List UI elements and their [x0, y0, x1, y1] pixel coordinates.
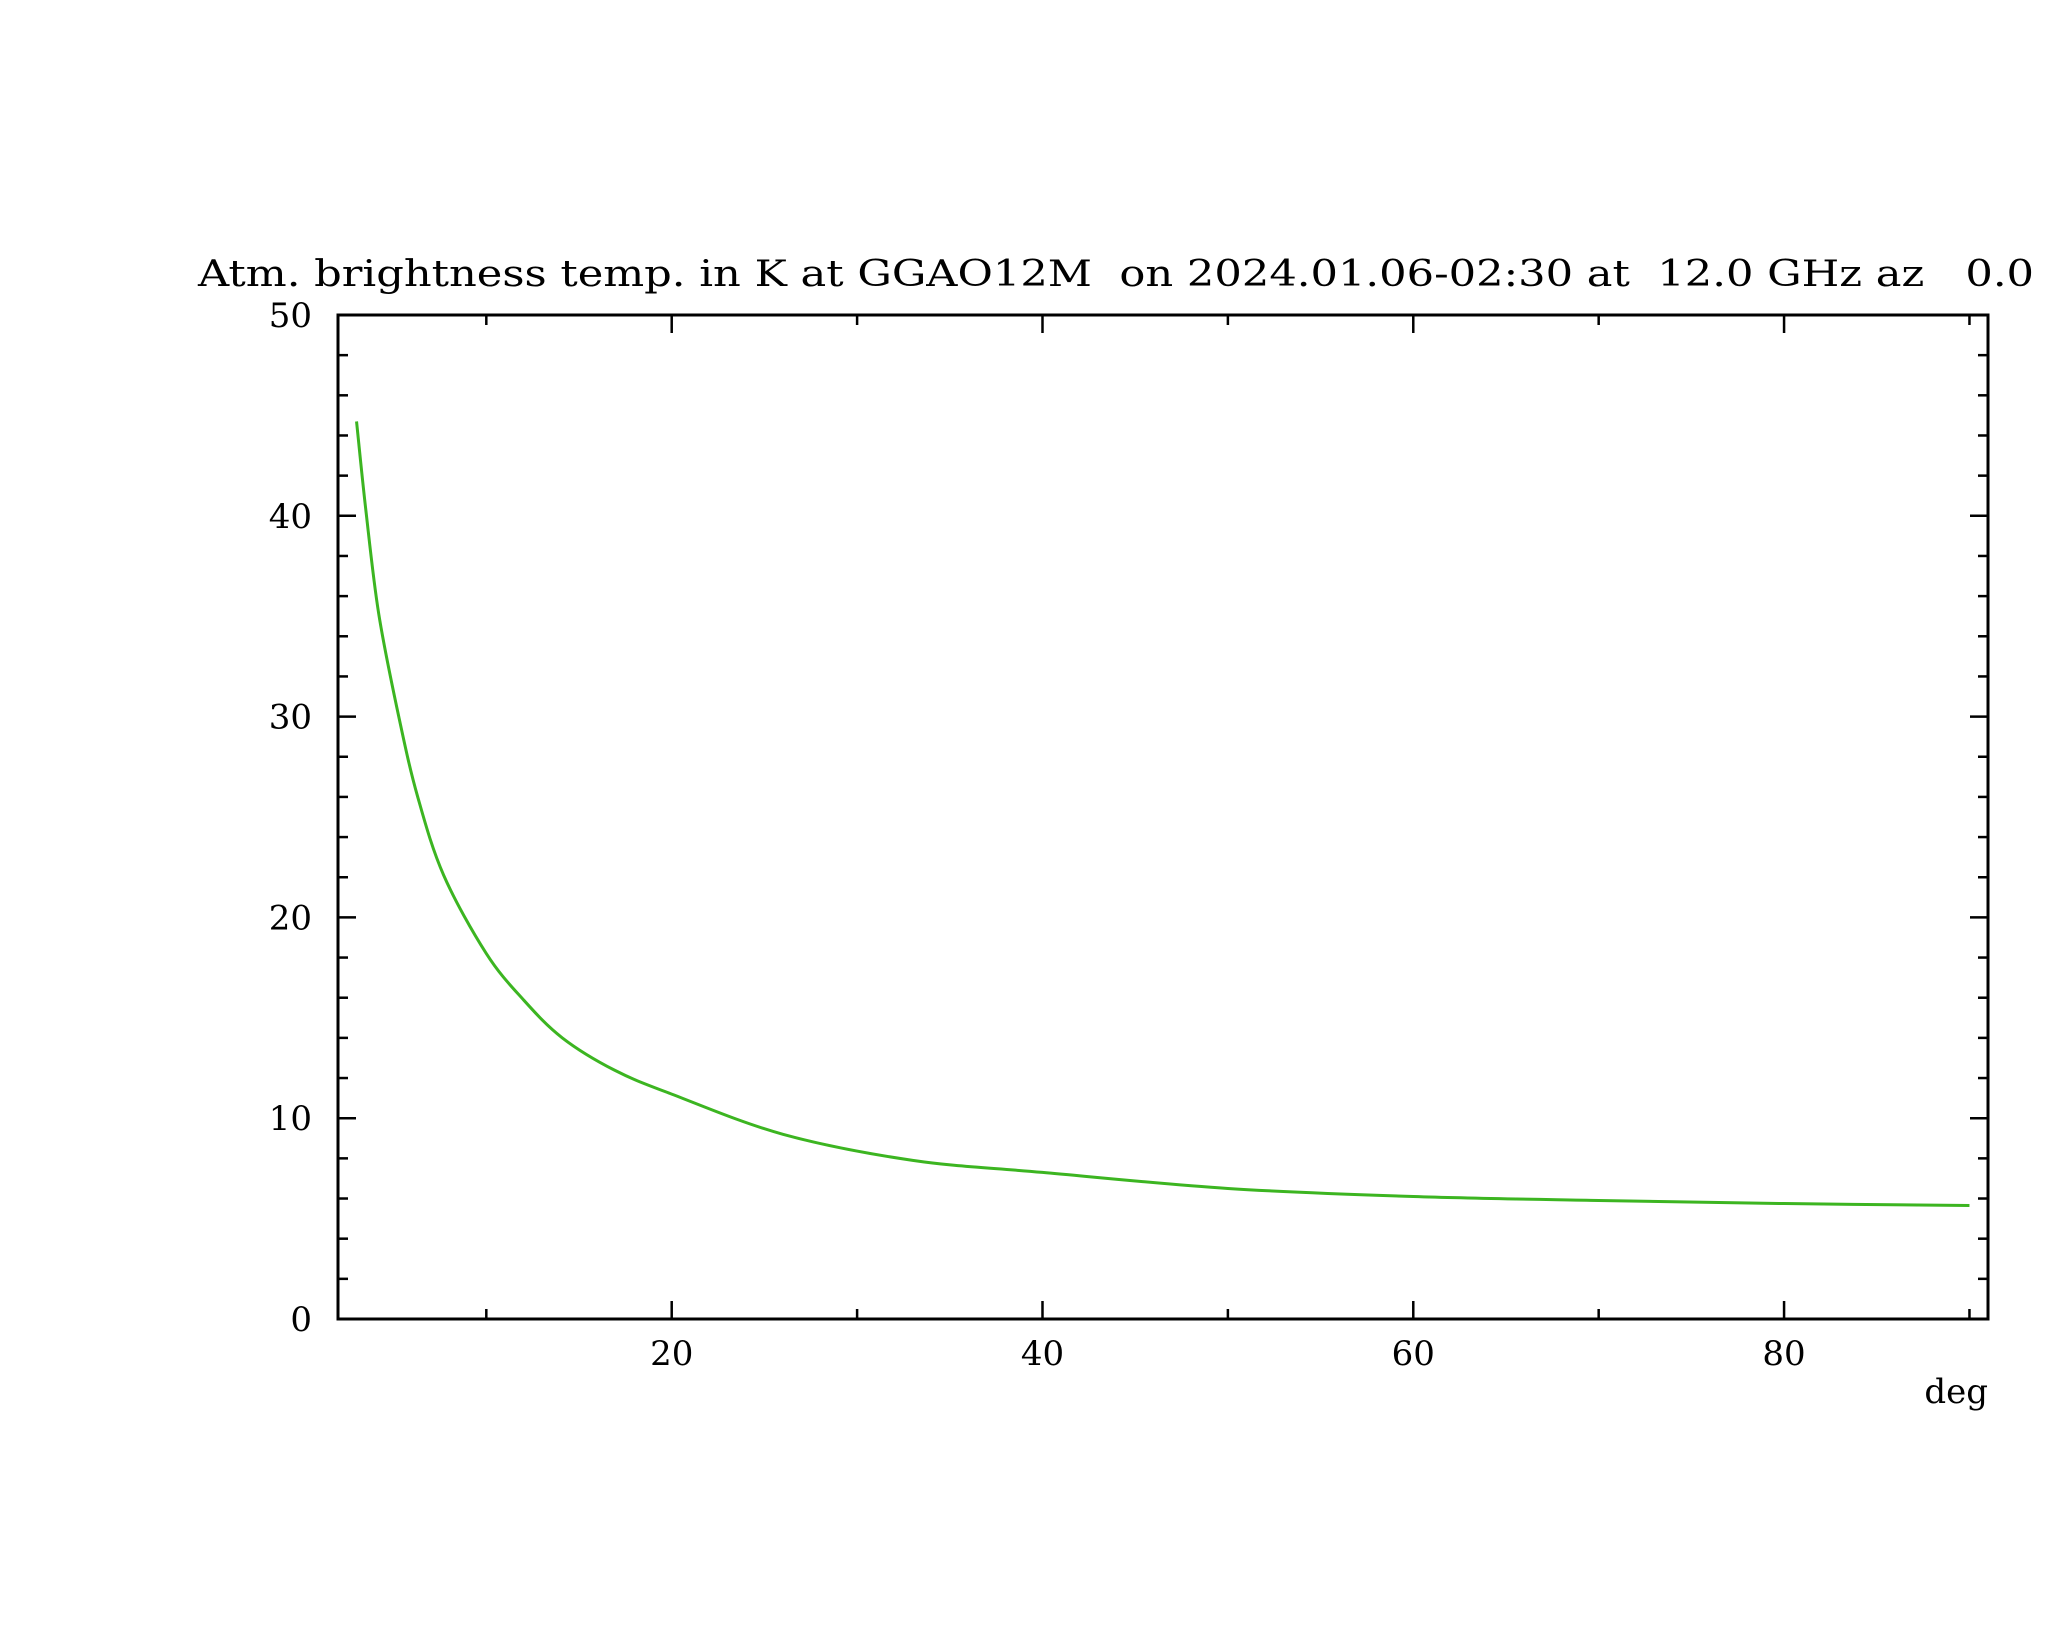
x-tick-label: 80	[1762, 1334, 1805, 1374]
plot-frame	[336, 313, 1990, 1321]
x-tick-labels: 20 40 60 80	[650, 1334, 1806, 1374]
y-tick-label: 50	[269, 296, 312, 336]
y-tick-label: 40	[269, 497, 312, 537]
y-tick-labels: 0 10 20 30 40 50	[269, 296, 312, 1340]
y-tick-label: 10	[269, 1099, 312, 1139]
axis-ticks	[338, 313, 1988, 1321]
x-tick-label: 20	[650, 1334, 693, 1374]
x-tick-label: 40	[1021, 1334, 1064, 1374]
y-tick-label: 30	[269, 698, 312, 738]
series-line	[355, 421, 1970, 1208]
x-tick-label: 60	[1392, 1334, 1435, 1374]
chart-title: Atm. brightness temp. in K at GGAO12M on…	[197, 254, 2034, 295]
x-axis-label: deg	[1924, 1372, 1988, 1412]
series-group	[355, 421, 1970, 1208]
y-tick-label: 0	[290, 1300, 312, 1340]
y-tick-label: 20	[269, 898, 312, 938]
